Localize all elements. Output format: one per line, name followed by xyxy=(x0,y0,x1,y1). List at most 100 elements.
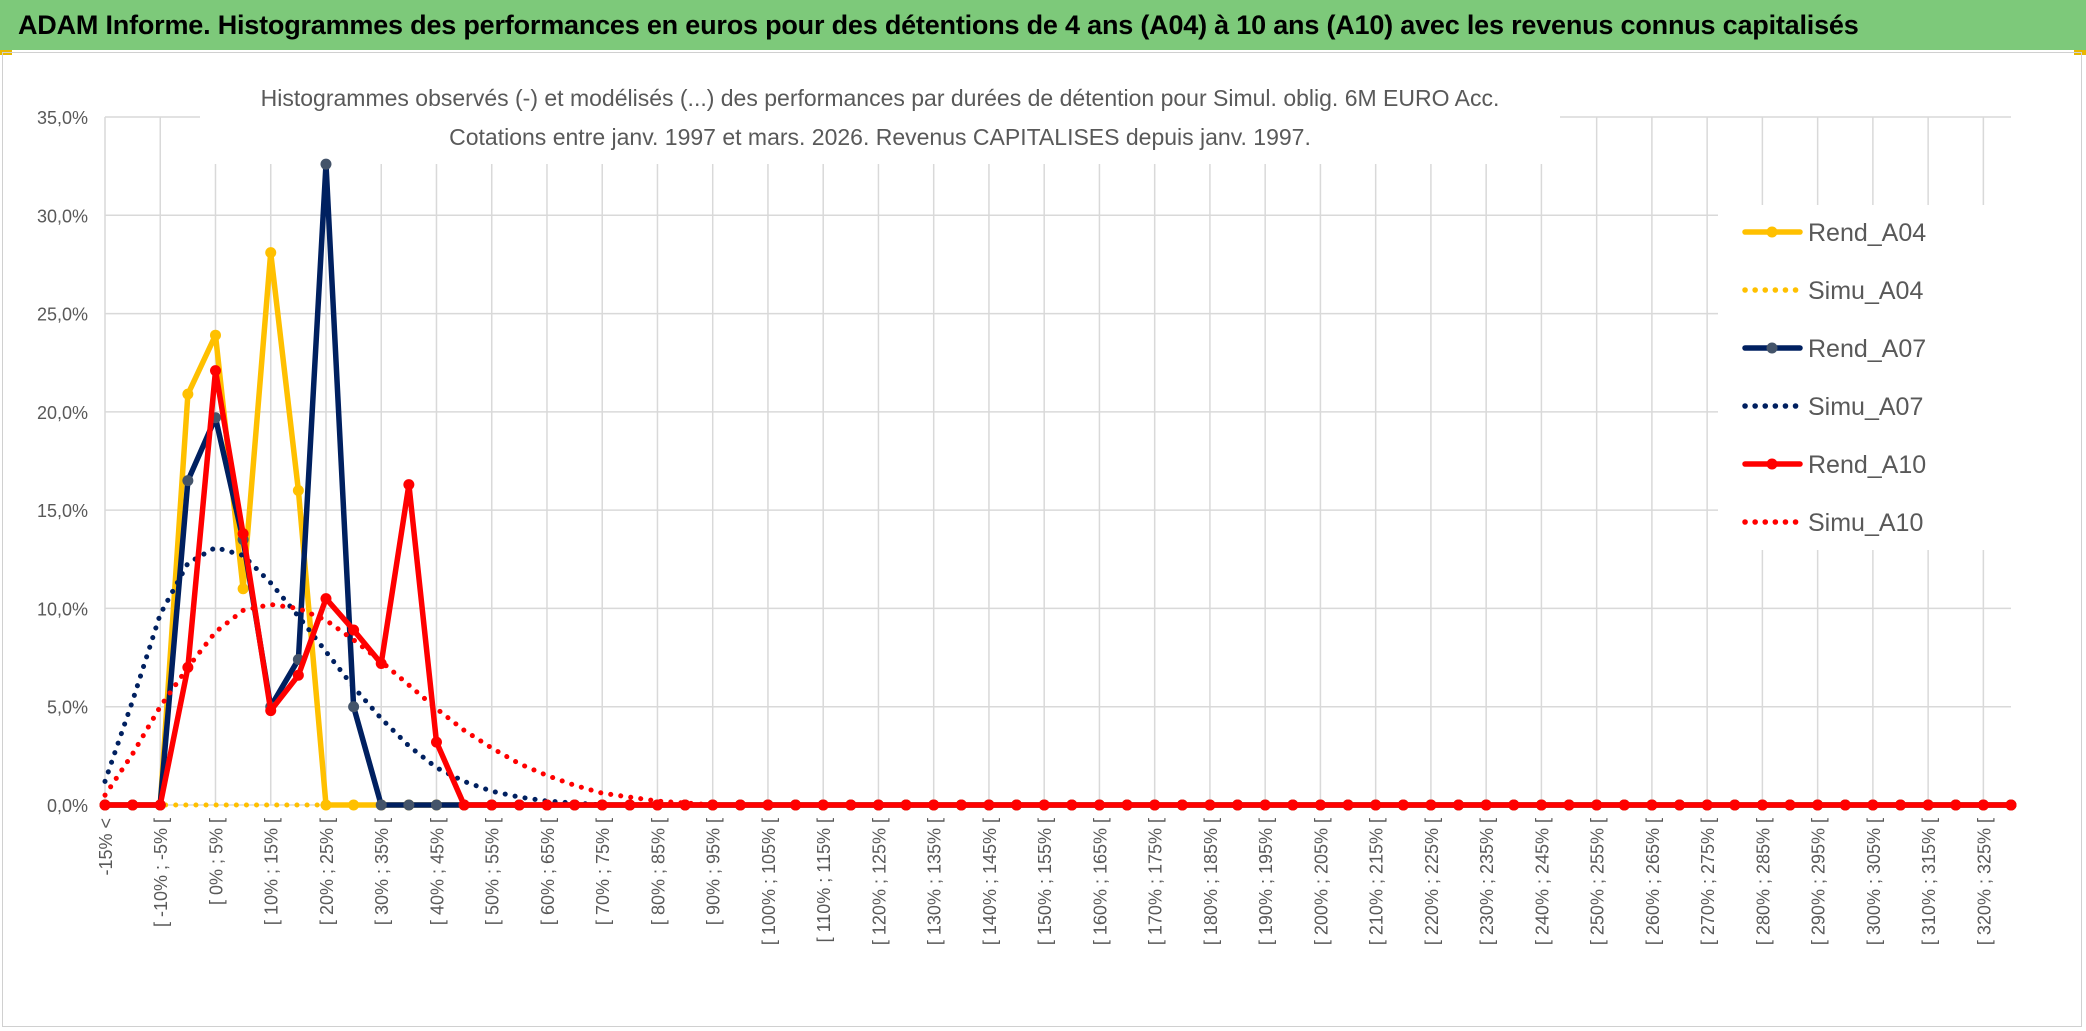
x-tick-label: [ 100% ; 105% [ xyxy=(759,818,779,945)
x-tick-label: [ 270% ; 275% [ xyxy=(1698,818,1718,945)
series-line-simu-a10 xyxy=(102,602,2014,808)
legend-label-rend-a10: Rend_A10 xyxy=(1808,451,1926,479)
x-tick-label: [ 60% ; 65% [ xyxy=(538,818,558,925)
data-point-rend-a07 xyxy=(375,799,387,811)
legend: Rend_A04 Simu_A04 Rend_A07 Simu_A07 Rend_A10… xyxy=(1718,205,2018,550)
legend-background xyxy=(1718,205,2018,550)
data-point-rend-a07 xyxy=(320,158,332,170)
y-tick-label: 0,0% xyxy=(47,796,88,816)
data-point-rend-a10 xyxy=(320,593,332,605)
data-point-rend-a10 xyxy=(209,365,221,377)
data-point-rend-a10 xyxy=(872,799,884,811)
x-axis-tick-labels: -15% < [ -10% ; -5% [[ 0% ; 5% [[ 10% ; 1… xyxy=(96,818,1994,945)
y-tick-label: 15,0% xyxy=(37,501,88,521)
data-point-rend-a10 xyxy=(99,799,111,811)
legend-marker-rend-a07 xyxy=(1766,342,1778,354)
data-point-rend-a10 xyxy=(430,736,442,748)
data-point-rend-a10 xyxy=(1618,799,1630,811)
data-point-rend-a10 xyxy=(569,799,581,811)
y-tick-label: 10,0% xyxy=(37,599,88,619)
y-tick-label: 30,0% xyxy=(37,206,88,226)
data-point-rend-a10 xyxy=(1839,799,1851,811)
data-point-rend-a04 xyxy=(209,329,221,341)
data-point-rend-a10 xyxy=(513,799,525,811)
x-tick-label: [ 20% ; 25% [ xyxy=(317,818,337,925)
data-point-rend-a10 xyxy=(265,705,277,717)
data-point-rend-a10 xyxy=(762,799,774,811)
data-point-rend-a10 xyxy=(458,799,470,811)
y-axis-tick-labels: 0,0% 5,0% 10,0% 15,0% 20,0% 25,0% 30,0% 35,0% xyxy=(37,108,88,816)
chart-title: Histogrammes observés (-) et modélisés (… xyxy=(261,85,1500,111)
page-banner: ADAM Informe. Histogrammes des performan… xyxy=(0,0,2086,50)
legend-label-simu-a10: Simu_A10 xyxy=(1808,509,1923,537)
data-point-rend-a10 xyxy=(1480,799,1492,811)
x-tick-label: [ 120% ; 125% [ xyxy=(869,818,889,945)
data-point-rend-a10 xyxy=(1093,799,1105,811)
data-point-rend-a10 xyxy=(1397,799,1409,811)
x-tick-label: [ 280% ; 285% [ xyxy=(1753,818,1773,945)
y-tick-label: 20,0% xyxy=(37,403,88,423)
data-point-rend-a04 xyxy=(348,799,360,811)
data-point-rend-a10 xyxy=(486,799,498,811)
legend-label-simu-a07: Simu_A07 xyxy=(1808,393,1923,421)
data-point-rend-a10 xyxy=(1425,799,1437,811)
data-point-rend-a10 xyxy=(127,799,139,811)
data-point-rend-a10 xyxy=(983,799,995,811)
x-tick-label: [ 150% ; 155% [ xyxy=(1035,818,1055,945)
x-tick-label: [ 40% ; 45% [ xyxy=(427,818,447,925)
x-tick-label: [ 290% ; 295% [ xyxy=(1809,818,1829,945)
y-tick-label: 5,0% xyxy=(47,698,88,718)
data-point-rend-a07 xyxy=(403,799,415,811)
x-tick-label: [ 250% ; 255% [ xyxy=(1588,818,1608,945)
data-point-rend-a10 xyxy=(1508,799,1520,811)
data-point-rend-a10 xyxy=(1812,799,1824,811)
x-tick-label: [ 30% ; 35% [ xyxy=(372,818,392,925)
x-tick-label: [ 180% ; 185% [ xyxy=(1201,818,1221,945)
data-point-rend-a10 xyxy=(624,799,636,811)
y-tick-label: 35,0% xyxy=(37,108,88,128)
legend-label-rend-a04: Rend_A04 xyxy=(1808,219,1926,247)
x-tick-label: [ 190% ; 195% [ xyxy=(1256,818,1276,945)
x-tick-label: [ 170% ; 175% [ xyxy=(1146,818,1166,945)
x-tick-label: [ 240% ; 245% [ xyxy=(1532,818,1552,945)
x-tick-label: [ 300% ; 305% [ xyxy=(1864,818,1884,945)
data-point-rend-a10 xyxy=(1591,799,1603,811)
x-tick-label: [ 320% ; 325% [ xyxy=(1974,818,1994,945)
data-point-rend-a10 xyxy=(1287,799,1299,811)
x-tick-label: [ 50% ; 55% [ xyxy=(483,818,503,925)
x-tick-label: [ 130% ; 135% [ xyxy=(925,818,945,945)
x-tick-label: [ 80% ; 85% [ xyxy=(648,818,668,925)
x-tick-label: [ 310% ; 315% [ xyxy=(1919,818,1939,945)
data-point-rend-a10 xyxy=(403,479,415,491)
legend-marker-rend-a10 xyxy=(1766,458,1778,470)
x-tick-label: [ 90% ; 95% [ xyxy=(704,818,724,925)
y-tick-label: 25,0% xyxy=(37,305,88,325)
x-tick-label: [ 210% ; 215% [ xyxy=(1367,818,1387,945)
x-tick-label: [ 260% ; 265% [ xyxy=(1643,818,1663,945)
data-point-rend-a10 xyxy=(1066,799,1078,811)
data-point-rend-a10 xyxy=(292,669,304,681)
data-point-rend-a10 xyxy=(541,799,553,811)
data-point-rend-a10 xyxy=(2005,799,2017,811)
data-point-rend-a10 xyxy=(1204,799,1216,811)
legend-marker-rend-a04 xyxy=(1766,226,1778,238)
data-point-rend-a10 xyxy=(790,799,802,811)
data-point-rend-a07 xyxy=(348,701,360,713)
data-point-rend-a10 xyxy=(348,624,360,636)
x-tick-label: [ 160% ; 165% [ xyxy=(1090,818,1110,945)
x-tick-label: -15% < xyxy=(96,818,116,876)
x-tick-label: [ 0% ; 5% [ xyxy=(206,818,226,905)
legend-label-simu-a04: Simu_A04 xyxy=(1808,277,1923,305)
data-point-rend-a07 xyxy=(182,475,194,487)
data-point-rend-a10 xyxy=(154,799,166,811)
data-point-rend-a10 xyxy=(1176,799,1188,811)
data-point-rend-a04 xyxy=(182,388,194,400)
x-tick-label: [ 110% ; 115% [ xyxy=(814,818,834,942)
data-point-rend-a10 xyxy=(237,528,249,540)
x-tick-label: [ 230% ; 235% [ xyxy=(1477,818,1497,945)
x-tick-label: [ 140% ; 145% [ xyxy=(980,818,1000,945)
x-tick-label: [ 70% ; 75% [ xyxy=(593,818,613,925)
series-lines xyxy=(99,158,2017,811)
x-tick-label: [ 220% ; 225% [ xyxy=(1422,818,1442,945)
legend-label-rend-a07: Rend_A07 xyxy=(1808,335,1926,363)
